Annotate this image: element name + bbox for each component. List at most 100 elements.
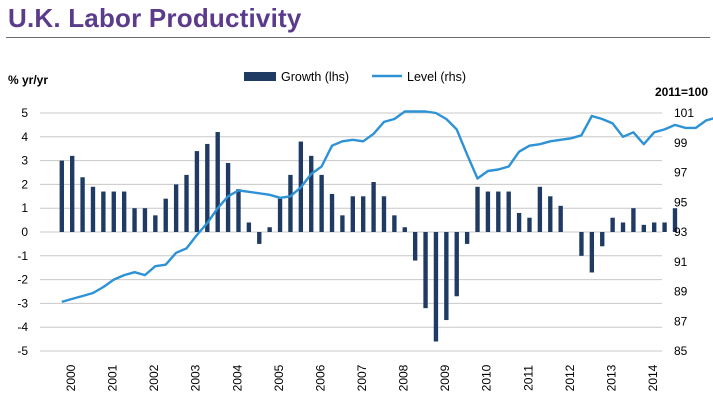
legend-growth-swatch (244, 72, 276, 81)
left-tick-label: -2 (17, 273, 28, 287)
left-tick-label: 4 (21, 130, 28, 144)
growth-bar (475, 186, 480, 232)
right-tick-label: 85 (674, 344, 688, 358)
growth-bar (381, 196, 387, 232)
x-tick-label: 2008 (397, 364, 411, 391)
left-tick-label: 2 (21, 177, 28, 191)
growth-bar (652, 222, 657, 232)
growth-bar (672, 208, 678, 232)
x-tick-label: 2013 (604, 364, 618, 391)
left-tick-label: 5 (21, 106, 28, 120)
level-line (61, 110, 713, 304)
right-tick-label: 97 (674, 166, 688, 180)
x-tick-label: 2006 (313, 364, 327, 391)
growth-bar (101, 191, 106, 232)
growth-bars (59, 132, 678, 342)
growth-bar (620, 222, 626, 232)
growth-bar (361, 196, 366, 232)
growth-bar (537, 186, 543, 232)
growth-bar (641, 224, 646, 232)
growth-bar (662, 222, 667, 232)
growth-bar (350, 196, 355, 232)
right-tick-label: 87 (674, 314, 688, 328)
growth-bar (329, 193, 335, 232)
growth-bar (527, 217, 532, 232)
growth-bar (600, 232, 605, 247)
gridlines (40, 112, 662, 352)
growth-bar (111, 191, 116, 232)
growth-bar (59, 160, 64, 232)
x-tick-label: 2009 (438, 364, 452, 391)
growth-bar (485, 191, 491, 232)
growth-bar (631, 208, 636, 232)
x-axis-ticks: 2000 2001 2002 2003 2004 2005 2006 2007 2008 2009… (64, 364, 660, 391)
left-axis-label: % yr/yr (8, 73, 48, 87)
growth-bar (142, 208, 148, 232)
growth-bar (288, 174, 293, 232)
right-tick-label: 95 (674, 195, 688, 209)
growth-bar (153, 215, 158, 232)
x-tick-label: 2000 (64, 364, 78, 391)
growth-bar (205, 143, 210, 232)
legend: Growth (lhs) Level (rhs) (244, 70, 466, 84)
growth-bar (163, 198, 168, 232)
right-tick-label: 91 (674, 255, 688, 269)
title-divider (6, 37, 710, 38)
growth-bar (277, 198, 283, 232)
growth-bar (454, 232, 459, 297)
growth-bar (309, 155, 314, 232)
growth-bar (319, 174, 324, 232)
growth-bar (558, 205, 563, 232)
x-tick-label: 2001 (106, 364, 120, 391)
growth-bar (121, 191, 127, 232)
left-tick-label: -1 (17, 249, 28, 263)
growth-bar (173, 184, 179, 232)
growth-bar (548, 196, 553, 232)
right-tick-label: 101 (674, 106, 694, 120)
left-tick-label: 0 (21, 225, 28, 239)
growth-bar (340, 215, 345, 232)
left-tick-label: 3 (21, 154, 28, 168)
right-tick-label: 93 (674, 225, 688, 239)
growth-bar (579, 232, 584, 256)
left-tick-label: -4 (17, 320, 28, 334)
left-tick-label: 1 (21, 201, 28, 215)
growth-bar (371, 182, 376, 232)
x-tick-label: 2007 (355, 364, 369, 391)
growth-bar (506, 191, 511, 232)
x-tick-label: 2005 (272, 364, 286, 391)
x-tick-label: 2010 (480, 364, 494, 391)
growth-bar (257, 232, 262, 244)
growth-bar (423, 232, 428, 309)
growth-bar (70, 155, 75, 232)
legend-level-label: Level (rhs) (407, 70, 466, 84)
growth-bar (402, 227, 407, 232)
growth-bar (80, 177, 85, 232)
growth-bar (412, 232, 418, 261)
growth-bar (184, 174, 189, 232)
x-tick-label: 2012 (563, 364, 577, 391)
level-series-line (61, 110, 713, 304)
growth-bar (236, 189, 241, 232)
growth-bar (444, 232, 449, 321)
growth-bar (132, 208, 137, 232)
right-tick-label: 99 (674, 136, 688, 150)
x-tick-label: 2004 (230, 364, 244, 391)
growth-bar (496, 191, 501, 232)
right-axis-ticks: 85 87 89 91 93 95 97 99 101 (674, 106, 694, 358)
growth-bar (610, 217, 615, 232)
right-tick-label: 89 (674, 285, 688, 299)
x-tick-label: 2003 (189, 364, 203, 391)
growth-bar (392, 215, 397, 232)
left-axis-ticks: -5 -4 -3 -2 -1 0 1 2 3 4 5 (17, 106, 28, 358)
growth-bar (194, 151, 200, 232)
legend-growth-label: Growth (lhs) (281, 70, 349, 84)
right-axis-label: 2011=100 (655, 85, 708, 99)
growth-bar (215, 132, 220, 232)
growth-bar (267, 227, 272, 232)
growth-bar (589, 232, 595, 273)
growth-bar (90, 186, 96, 232)
growth-bar (246, 222, 252, 232)
growth-bar (433, 232, 439, 342)
